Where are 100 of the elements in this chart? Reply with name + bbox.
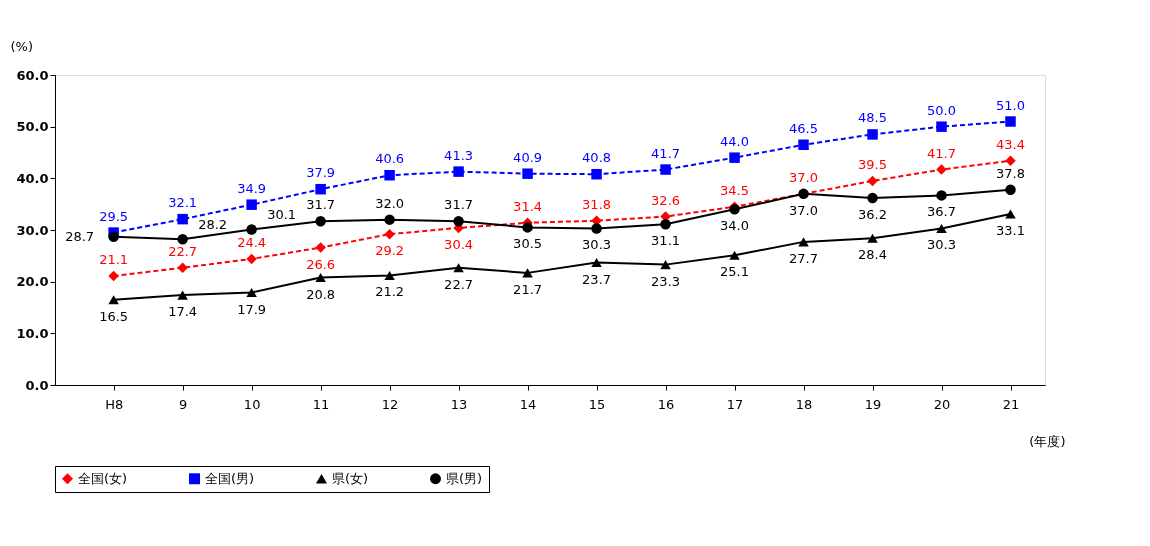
y-axis-title: (%) <box>10 38 33 54</box>
x-tick-label: 17 <box>726 396 744 412</box>
point <box>246 224 257 235</box>
data-label: 30.5 <box>513 236 543 252</box>
data-label: 31.4 <box>513 198 543 214</box>
x-tick-label: 13 <box>450 396 468 412</box>
data-label: 29.2 <box>375 243 405 259</box>
data-label: 30.1 <box>267 207 297 223</box>
data-label: 44.0 <box>720 133 750 149</box>
point <box>867 192 878 204</box>
point <box>1005 116 1016 127</box>
data-label: 25.1 <box>720 264 750 280</box>
data-label: 29.5 <box>99 208 129 224</box>
point <box>246 199 257 210</box>
y-tick-label: 60.0 <box>16 67 49 83</box>
point <box>177 213 188 225</box>
data-label: 48.5 <box>858 110 887 126</box>
point <box>384 169 395 181</box>
data-label: 30.3 <box>582 237 612 253</box>
legend-label: 県(男) <box>446 470 483 486</box>
data-label: 24.4 <box>237 234 267 250</box>
point <box>108 231 119 242</box>
x-tick-label: 12 <box>381 396 399 412</box>
point <box>867 233 878 243</box>
data-label: 32.1 <box>168 195 198 211</box>
data-label: 23.7 <box>582 271 612 287</box>
point <box>246 253 257 265</box>
point <box>729 152 740 163</box>
data-label: 31.7 <box>444 197 474 213</box>
data-label: 22.7 <box>444 276 474 292</box>
point <box>591 168 602 180</box>
x-tick-label: 11 <box>312 396 330 412</box>
data-label: 40.6 <box>375 151 405 167</box>
legend-label: 全国(男) <box>205 470 255 486</box>
x-tick-label: 18 <box>795 396 813 412</box>
data-label: 41.7 <box>927 145 956 161</box>
point <box>1005 184 1016 195</box>
x-tick-label: 20 <box>933 396 951 412</box>
x-tick-label: 14 <box>519 396 537 412</box>
x-tick-label: 9 <box>178 396 188 412</box>
data-label: 31.1 <box>651 233 681 249</box>
data-label: 40.8 <box>582 150 612 166</box>
data-label: 31.7 <box>306 197 336 213</box>
data-label: 43.4 <box>996 136 1025 152</box>
point <box>660 164 671 175</box>
y-tick-label: 10.0 <box>16 325 49 341</box>
data-label: 28.7 <box>65 228 95 244</box>
data-label: 27.7 <box>789 250 819 266</box>
legend-label: 県(女) <box>332 470 369 486</box>
data-label: 37.9 <box>306 165 336 181</box>
data-label: 26.6 <box>306 256 336 272</box>
data-label: 50.0 <box>927 102 956 118</box>
x-tick-label: 21 <box>1002 396 1020 412</box>
data-label: 28.4 <box>858 247 887 263</box>
point <box>453 166 464 177</box>
point <box>384 270 395 281</box>
point <box>729 250 740 260</box>
data-label: 21.7 <box>513 281 543 297</box>
x-tick-label: 16 <box>657 396 675 412</box>
data-label: 23.3 <box>651 273 681 289</box>
y-tick-label: 20.0 <box>16 274 49 290</box>
y-tick-label: 50.0 <box>16 119 49 135</box>
point <box>453 263 464 273</box>
data-label: 16.5 <box>99 308 129 324</box>
data-label: 36.7 <box>927 204 956 220</box>
data-label: 51.0 <box>996 97 1025 113</box>
point <box>315 272 326 283</box>
data-label: 46.5 <box>789 120 819 136</box>
point <box>522 168 533 179</box>
data-label: 31.8 <box>582 196 612 212</box>
point <box>936 190 947 201</box>
data-label: 21.2 <box>375 284 405 300</box>
point <box>591 258 602 268</box>
data-label: 40.9 <box>513 149 543 165</box>
point <box>660 219 671 230</box>
data-label: 37.0 <box>789 202 819 218</box>
point <box>384 228 395 240</box>
point <box>798 237 809 247</box>
point <box>246 287 257 298</box>
point <box>177 262 188 273</box>
point <box>867 129 878 140</box>
data-label: 22.7 <box>168 243 198 259</box>
point <box>798 139 809 150</box>
point <box>177 234 188 245</box>
point <box>108 295 119 305</box>
point <box>108 270 119 282</box>
point <box>177 290 188 300</box>
data-label: 34.9 <box>237 180 267 196</box>
point <box>315 242 326 253</box>
data-label: 32.6 <box>651 192 681 208</box>
data-label: 37.8 <box>996 165 1025 181</box>
data-label: 32.0 <box>375 195 405 211</box>
point <box>315 183 326 195</box>
point <box>315 215 326 227</box>
legend-label: 全国(女) <box>78 470 128 486</box>
point <box>1005 209 1016 219</box>
data-label: 41.3 <box>444 147 474 163</box>
point <box>1005 155 1016 167</box>
y-tick-label: 0.0 <box>25 377 49 393</box>
data-label: 17.9 <box>237 301 267 317</box>
